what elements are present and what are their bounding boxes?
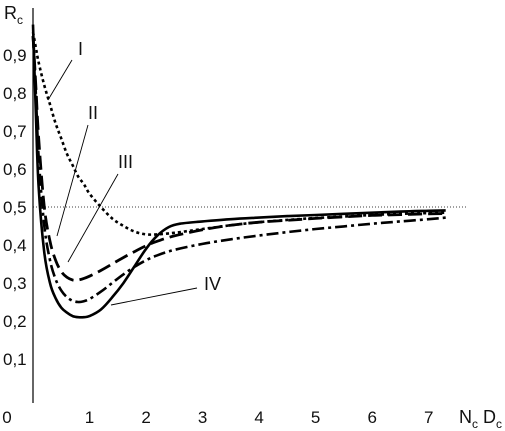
y-tick-label: 0,8: [3, 84, 27, 103]
series-group: [31, 24, 446, 319]
y-axis-label-sub: c: [17, 13, 23, 27]
curve-label-ii: II: [88, 103, 98, 123]
x-tick-label: 6: [367, 408, 376, 427]
curve-label-i: I: [78, 39, 83, 59]
y-axis-label: Rc: [4, 3, 23, 27]
x-axis-label: Nc Dc: [459, 407, 502, 431]
x-tick-label: 1: [85, 408, 94, 427]
series-line-ii: [31, 35, 446, 282]
y-tick-label: 0,5: [3, 198, 27, 217]
y-tick-label: 0,3: [3, 274, 27, 293]
curve-label-iv: IV: [204, 274, 221, 294]
y-axis-label-main: R: [4, 3, 17, 23]
x-tick-label: 5: [311, 408, 320, 427]
y-tick-label: 0,4: [3, 236, 27, 255]
curve-label-iii: III: [118, 152, 133, 172]
y-tick-label: 0,9: [3, 46, 27, 65]
x-tick-label: 2: [141, 408, 150, 427]
series-line-iv: [31, 24, 446, 319]
axes: Rc 0,1 0,2 0,3 0,4 0,5 0,6 0,7 0,8 0,9 0 1 2 3 4 5 6 7 Nc …: [2, 3, 502, 431]
x-tick-label: 0: [2, 408, 11, 427]
x-tick-label: 3: [198, 408, 207, 427]
x-tick-label: 4: [254, 408, 263, 427]
y-tick-label: 0,1: [3, 350, 27, 369]
leader-line-i: [47, 59, 73, 101]
y-tick-label: 0,6: [3, 160, 27, 179]
x-tick-label: 7: [424, 408, 433, 427]
y-tick-label: 0,7: [3, 122, 27, 141]
leader-line-iii: [67, 173, 119, 263]
x-axis-label-d: D: [478, 407, 496, 427]
series-line-iii: [31, 35, 446, 304]
y-tick-label: 0,2: [3, 312, 27, 331]
series-line-i: [31, 31, 446, 236]
x-axis-label-sub2: c: [496, 417, 502, 431]
leader-line-ii: [56, 124, 89, 237]
leader-line-iv: [110, 287, 198, 306]
x-axis-label-n: N: [459, 407, 472, 427]
x-axis-label-sub1: c: [472, 417, 478, 431]
